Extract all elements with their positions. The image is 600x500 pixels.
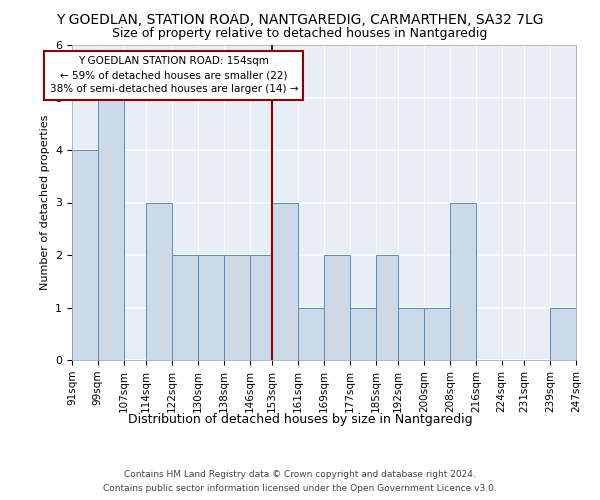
Text: Y GOEDLAN, STATION ROAD, NANTGAREDIG, CARMARTHEN, SA32 7LG: Y GOEDLAN, STATION ROAD, NANTGAREDIG, CA… xyxy=(56,12,544,26)
Bar xyxy=(72,150,98,360)
Bar xyxy=(198,255,224,360)
Text: Distribution of detached houses by size in Nantgaredig: Distribution of detached houses by size … xyxy=(128,412,472,426)
Bar xyxy=(172,255,198,360)
Text: Y GOEDLAN STATION ROAD: 154sqm
← 59% of detached houses are smaller (22)
38% of : Y GOEDLAN STATION ROAD: 154sqm ← 59% of … xyxy=(50,56,298,94)
Text: Contains HM Land Registry data © Crown copyright and database right 2024.: Contains HM Land Registry data © Crown c… xyxy=(124,470,476,479)
Y-axis label: Number of detached properties: Number of detached properties xyxy=(40,115,50,290)
Bar xyxy=(98,98,124,360)
Bar xyxy=(398,308,424,360)
Text: Size of property relative to detached houses in Nantgaredig: Size of property relative to detached ho… xyxy=(112,28,488,40)
Bar xyxy=(350,308,376,360)
Bar xyxy=(450,202,476,360)
Bar xyxy=(324,255,350,360)
Bar xyxy=(376,255,398,360)
Bar xyxy=(146,202,172,360)
Bar xyxy=(424,308,450,360)
Bar xyxy=(250,255,272,360)
Bar xyxy=(224,255,250,360)
Bar xyxy=(550,308,576,360)
Text: Contains public sector information licensed under the Open Government Licence v3: Contains public sector information licen… xyxy=(103,484,497,493)
Bar xyxy=(272,202,298,360)
Bar xyxy=(298,308,324,360)
